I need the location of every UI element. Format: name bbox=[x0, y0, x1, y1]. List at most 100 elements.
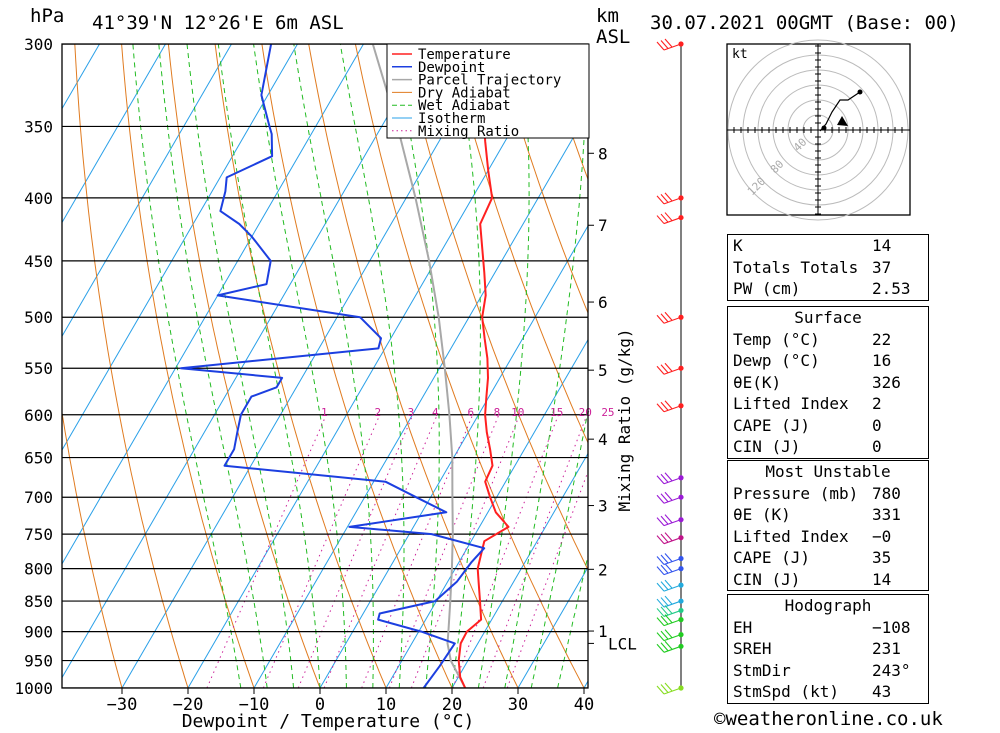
dry-adiabat-line bbox=[495, 44, 588, 315]
pressure-tick-label: 450 bbox=[24, 252, 53, 271]
x-tick-label: 30 bbox=[508, 695, 528, 715]
dry-adiabat-line bbox=[354, 44, 585, 688]
surface-row-key: Temp (°C) bbox=[733, 329, 820, 349]
most-unstable-row: CIN (J) 14 bbox=[728, 569, 928, 591]
mixing-ratio-tick-label: 6 bbox=[468, 406, 475, 419]
km-tick-label: 4 bbox=[598, 430, 608, 449]
most-unstable-row-value: 35 bbox=[872, 548, 892, 567]
wind-barb bbox=[656, 605, 684, 617]
mixing-ratio-axis-label: Mixing Ratio (g/kg) bbox=[615, 328, 634, 511]
pressure-tick-label: 800 bbox=[24, 560, 53, 579]
pressure-tick-label: 850 bbox=[24, 592, 53, 611]
mixing-ratio-line bbox=[206, 414, 327, 688]
hodograph-table-row-key: SREH bbox=[733, 639, 772, 658]
hodograph-table-row-key: EH bbox=[733, 617, 753, 637]
isotherm-line bbox=[253, 111, 588, 688]
pressure-tick-label: 1000 bbox=[14, 679, 53, 698]
dry-adiabat-line bbox=[121, 44, 255, 688]
surface-row-key: Lifted Index bbox=[733, 394, 849, 413]
hodograph-end-point bbox=[857, 89, 863, 95]
most-unstable-row-key: θE (K) bbox=[733, 505, 791, 524]
hodograph-table-row-value: −108 bbox=[872, 617, 911, 637]
wind-barb bbox=[656, 629, 684, 642]
most-unstable-row-value: 780 bbox=[872, 483, 901, 503]
surface-row-key: Dewp (°C) bbox=[733, 351, 820, 370]
pressure-tick-label: 500 bbox=[24, 308, 53, 327]
legend-entry: Mixing Ratio bbox=[418, 124, 519, 140]
x-tick-label: −20 bbox=[173, 695, 204, 715]
mixing-ratio-line bbox=[506, 470, 588, 688]
index-row: PW (cm) 2.53 bbox=[728, 278, 928, 300]
hodograph-table-row-value: 43 bbox=[872, 682, 892, 701]
lcl-label: LCL bbox=[608, 634, 637, 653]
isotherm-line bbox=[385, 338, 588, 688]
km-tick-label: 5 bbox=[598, 361, 608, 380]
index-row: K 14 bbox=[728, 235, 928, 257]
mixing-ratio-tick-label: 15 bbox=[550, 406, 563, 419]
storm-motion-arrow bbox=[837, 116, 848, 126]
most-unstable-row-value: −0 bbox=[872, 526, 892, 546]
wind-barb bbox=[656, 472, 684, 485]
hodograph-table-title: Hodograph bbox=[784, 596, 872, 615]
index-row-key: K bbox=[733, 236, 743, 255]
wind-barb bbox=[656, 532, 684, 545]
most-unstable-row-key: CAPE (J) bbox=[733, 548, 811, 567]
dry-adiabat-line bbox=[917, 44, 1000, 688]
most-unstable-row-key: Pressure (mb) bbox=[733, 483, 859, 503]
dry-adiabat-line bbox=[214, 44, 387, 688]
surface-row-value: 326 bbox=[872, 372, 901, 392]
surface-table: Surface Temp (°C) 22 Dewp (°C) 16 θE(K) 326 Lif… bbox=[727, 306, 929, 459]
hodograph-table-row-key: StmDir bbox=[733, 660, 791, 680]
credit: ©weatheronline.co.uk bbox=[714, 708, 943, 730]
x-tick-label: 10 bbox=[376, 695, 396, 715]
isotherm-line bbox=[62, 44, 232, 338]
wind-barb bbox=[656, 514, 684, 527]
isotherm-line bbox=[451, 452, 588, 688]
wind-barb bbox=[656, 400, 684, 413]
x-tick-label: 0 bbox=[315, 695, 325, 715]
mixing-ratio-tick-label: 8 bbox=[494, 406, 501, 419]
hodograph-table: Hodograph EH −108 SREH 231 StmDir 243° StmSpd (… bbox=[727, 594, 929, 704]
mixing-ratio-line bbox=[361, 414, 474, 688]
wind-barb bbox=[656, 491, 684, 504]
surface-row-key: θE(K) bbox=[733, 372, 782, 392]
legend-entry: Dry Adiabat bbox=[418, 85, 511, 101]
most-unstable-table: Most Unstable Pressure (mb) 780 θE (K) 331 Li… bbox=[727, 460, 929, 591]
pressure-tick-label: 700 bbox=[24, 488, 53, 507]
surface-row-value: 0 bbox=[872, 415, 882, 435]
wet-adiabat-line bbox=[253, 44, 347, 688]
most-unstable-row: θE (K) 331 bbox=[728, 504, 928, 526]
isotherm-line bbox=[121, 44, 496, 688]
wet-adiabat-line bbox=[451, 44, 481, 688]
mixing-ratio-tick-label: 25 bbox=[601, 406, 614, 419]
indices-table: K 14 Totals Totals 37 PW (cm) 2.53 bbox=[727, 234, 929, 301]
isotherm-line bbox=[62, 44, 430, 679]
hodograph-start-point bbox=[821, 125, 827, 131]
surface-row: Lifted Index 2 bbox=[728, 393, 928, 415]
dry-adiabat-line bbox=[308, 44, 519, 688]
pressure-tick-label: 650 bbox=[24, 449, 53, 468]
x-tick-label: 40 bbox=[574, 695, 594, 715]
pressure-tick-label: 600 bbox=[24, 406, 53, 425]
index-row-value: 2.53 bbox=[872, 279, 911, 298]
surface-row-value: 22 bbox=[872, 329, 892, 349]
isotherm-line bbox=[517, 566, 588, 688]
wind-barb bbox=[656, 362, 684, 375]
wind-barb bbox=[656, 595, 684, 608]
legend-entry: Dewpoint bbox=[418, 60, 485, 76]
asl-label: ASL bbox=[596, 26, 631, 48]
wet-adiabat-line bbox=[477, 44, 530, 688]
pressure-tick-label: 300 bbox=[24, 35, 53, 54]
plot-frame bbox=[61, 43, 589, 689]
wet-adiabat-line bbox=[293, 44, 374, 688]
mixing-ratio-tick-label: 10 bbox=[511, 406, 524, 419]
index-row-key: Totals Totals bbox=[733, 257, 859, 277]
wet-adiabat-line bbox=[132, 44, 242, 688]
hodograph-table-row-value: 231 bbox=[872, 639, 901, 658]
hodograph-unit: kt bbox=[732, 47, 748, 62]
hodograph-table-row: StmDir 243° bbox=[728, 660, 928, 682]
surface-row-value: 16 bbox=[872, 351, 892, 370]
wet-adiabat-line bbox=[217, 44, 321, 688]
isotherm-line bbox=[187, 44, 562, 688]
